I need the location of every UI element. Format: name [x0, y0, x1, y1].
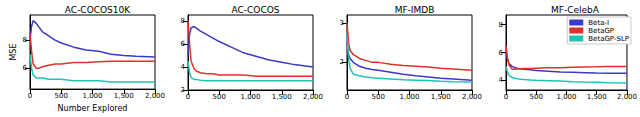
- svg-text:BetaGP-SLP: BetaGP-SLP: [588, 35, 629, 43]
- svg-text:0: 0: [28, 92, 32, 100]
- svg-text:2,000: 2,000: [617, 93, 637, 101]
- svg-text:Beta-I: Beta-I: [588, 19, 609, 27]
- svg-text:0: 0: [504, 93, 508, 101]
- svg-text:MF-CelebA: MF-CelebA: [551, 5, 600, 15]
- svg-text:1,500: 1,500: [431, 93, 451, 101]
- svg-text:1,000: 1,000: [399, 93, 419, 101]
- svg-text:500: 500: [372, 93, 385, 101]
- svg-text:4: 4: [499, 76, 504, 84]
- svg-text:6: 6: [499, 49, 504, 57]
- svg-text:2: 2: [181, 86, 185, 94]
- svg-text:2,000: 2,000: [145, 92, 165, 100]
- svg-text:0: 0: [345, 93, 349, 101]
- svg-text:1,000: 1,000: [240, 93, 260, 101]
- svg-text:500: 500: [213, 93, 226, 101]
- svg-text:8: 8: [23, 36, 27, 44]
- svg-text:AC-COCOS10K: AC-COCOS10K: [65, 5, 131, 15]
- svg-text:3: 3: [340, 19, 344, 27]
- svg-text:BetaGP: BetaGP: [588, 27, 614, 35]
- svg-text:500: 500: [55, 92, 68, 100]
- svg-text:0: 0: [186, 93, 190, 101]
- svg-text:1,500: 1,500: [272, 93, 292, 101]
- svg-text:6: 6: [23, 64, 28, 72]
- svg-text:1,500: 1,500: [114, 92, 134, 100]
- svg-text:8: 8: [499, 21, 503, 29]
- svg-text:MF-IMDB: MF-IMDB: [395, 5, 435, 15]
- svg-text:8: 8: [181, 17, 185, 25]
- svg-text:4: 4: [181, 63, 186, 71]
- svg-text:MSE: MSE: [9, 44, 18, 61]
- svg-text:2: 2: [340, 58, 344, 66]
- svg-text:1,500: 1,500: [587, 93, 607, 101]
- svg-text:1,000: 1,000: [82, 92, 102, 100]
- svg-text:2,000: 2,000: [462, 93, 482, 101]
- svg-text:6: 6: [181, 40, 186, 48]
- svg-text:Number Explored: Number Explored: [58, 104, 128, 113]
- svg-text:2,000: 2,000: [303, 93, 323, 101]
- svg-text:AC-COCOS: AC-COCOS: [232, 5, 280, 15]
- svg-text:500: 500: [530, 93, 543, 101]
- svg-text:1,000: 1,000: [556, 93, 576, 101]
